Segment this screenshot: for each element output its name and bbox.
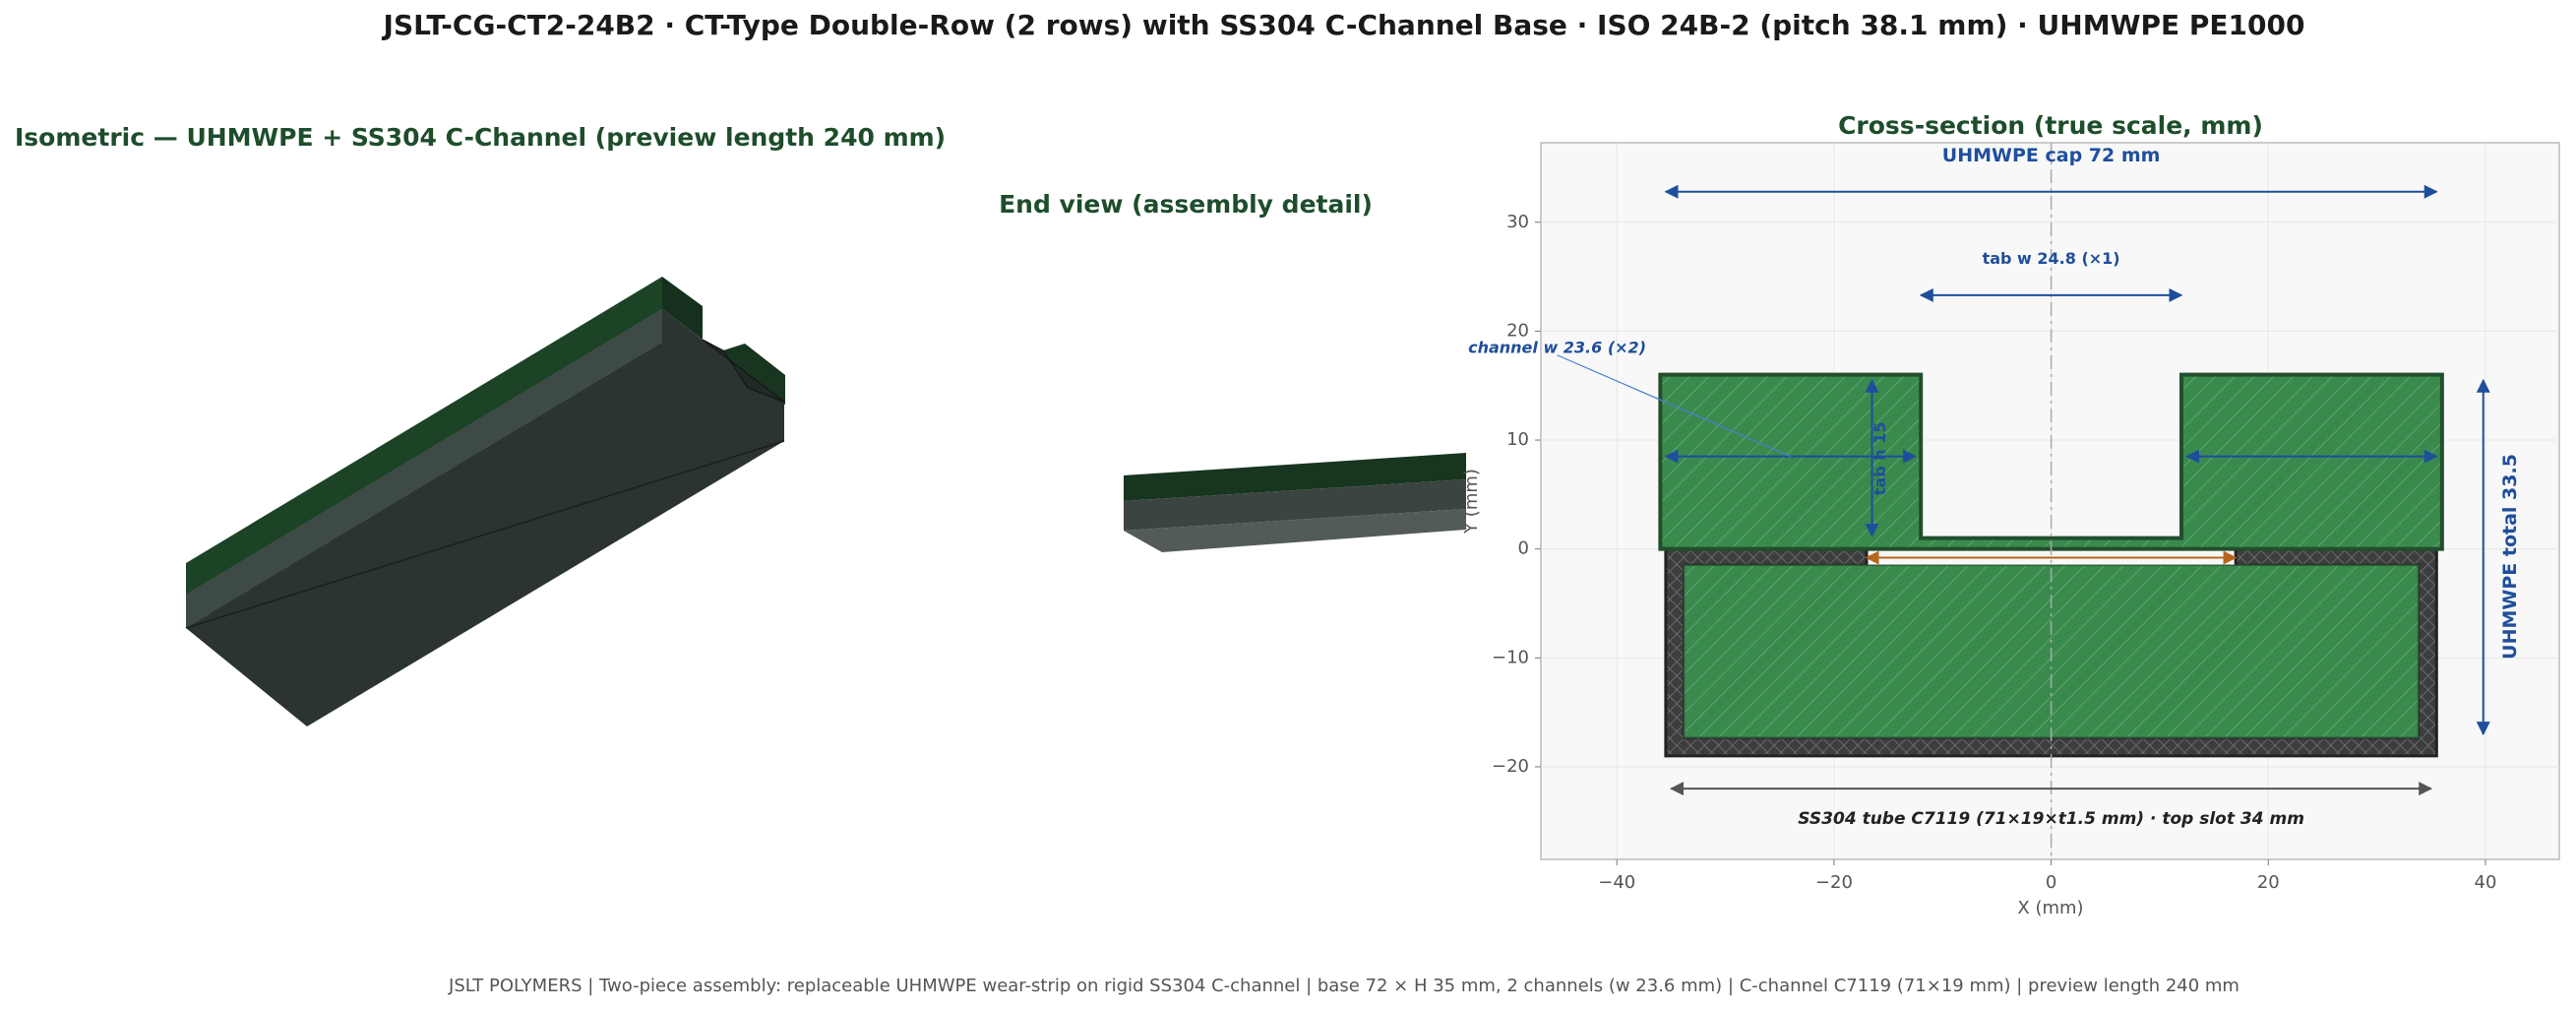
leader-line [1557, 354, 1792, 458]
dimension-label: UHMWPE total 33.5 [2499, 454, 2521, 660]
x-tick-label: −40 [1598, 872, 1635, 893]
figure-title: JSLT-CG-CT2-24B2 · CT-Type Double-Row (2… [382, 9, 2305, 41]
x-tick-label: 40 [2475, 872, 2497, 893]
y-tick-label: −10 [1492, 647, 1529, 667]
x-axis-label: X (mm) [2017, 898, 2083, 918]
y-axis-label: Y (mm) [1461, 469, 1482, 535]
dimension-label: tab h 15 [1871, 421, 1889, 495]
footer: JSLT POLYMERS | Two-piece assembly: repl… [448, 976, 2239, 996]
cross-section-title: Cross-section (true scale, mm) [1838, 111, 2263, 140]
dimension-label: UHMWPE cap 72 mm [1942, 145, 2161, 166]
y-tick-label: 0 [1518, 538, 1529, 559]
x-tick-label: 0 [2046, 872, 2056, 893]
dimension-label: tab w 24.8 (×1) [1983, 249, 2120, 268]
dimension-label: channel w 23.6 (×2) [1468, 339, 1646, 357]
cross-section: −40 −20 0 20 40 −20 −10 0 10 20 30 UHMWPE cap 72 mm… [1468, 142, 2560, 893]
isometric-view [185, 277, 785, 726]
y-tick-label: 20 [1506, 320, 1529, 341]
end-view-title: End view (assembly detail) [999, 190, 1373, 219]
y-tick-label: 10 [1506, 429, 1529, 450]
y-tick-label: −20 [1492, 756, 1529, 777]
x-tick-label: −20 [1815, 872, 1853, 893]
y-tick-label: 30 [1506, 212, 1529, 232]
dimension-label: SS304 tube C7119 (71×19×t1.5 mm) · top s… [1798, 809, 2304, 829]
isometric-title: Isometric — UHMWPE + SS304 C-Channel (pr… [15, 123, 946, 152]
end-view [1124, 453, 1466, 552]
x-tick-label: 20 [2257, 872, 2280, 893]
uhmwpe-cap [1658, 372, 2444, 551]
